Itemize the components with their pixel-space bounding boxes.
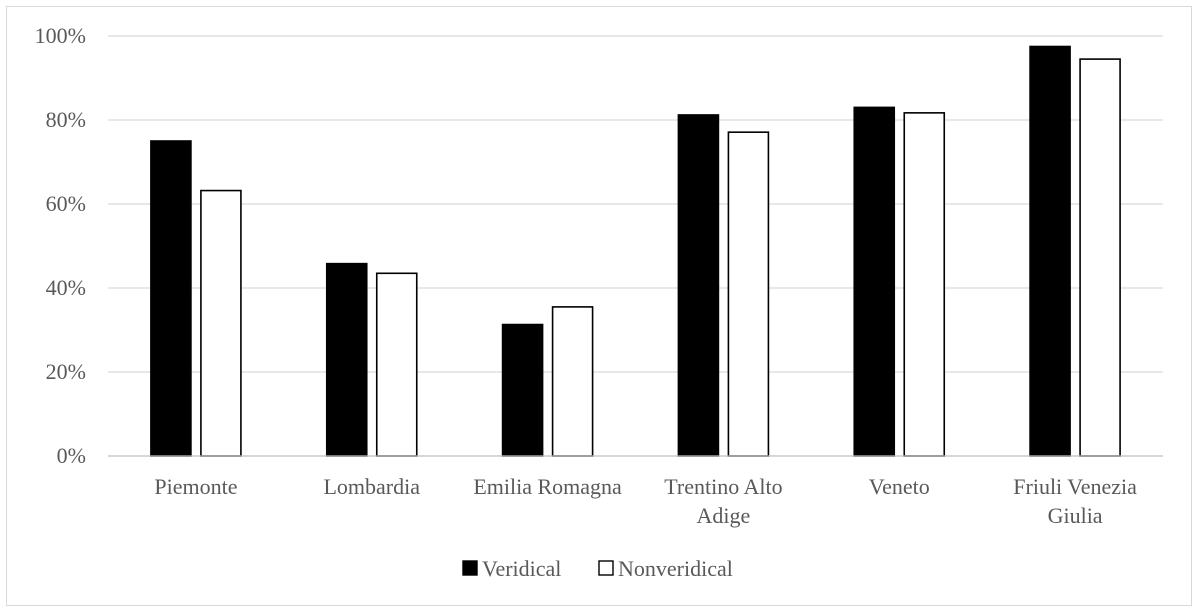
y-tick-label: 20% <box>46 359 86 384</box>
y-axis-ticks: 0% 20% 40% 60% 80% 100% <box>35 23 86 468</box>
x-category-label-line: Lombardia <box>323 474 420 499</box>
bar-veridical <box>1029 45 1071 457</box>
x-category-label: Trentino Alto Adige <box>664 474 782 528</box>
bar-veridical <box>501 323 544 457</box>
y-tick-label: 0% <box>57 443 86 468</box>
bar-nonveridical <box>551 306 594 457</box>
x-category-label: Lombardia <box>323 474 420 499</box>
bar-veridical <box>853 106 896 457</box>
x-category-label-line: Adige <box>697 503 751 528</box>
x-axis-categories: Piemonte Lombardia Emilia Romagna Trentino … <box>154 474 1137 528</box>
y-tick-label: 80% <box>46 107 86 132</box>
y-tick-label: 40% <box>46 275 86 300</box>
bar-nonveridical <box>375 272 418 457</box>
legend-label-veridical: Veridical <box>482 556 561 581</box>
y-tick-label: 100% <box>35 23 86 48</box>
legend-swatch-veridical <box>462 560 478 576</box>
bar-nonveridical <box>200 189 242 457</box>
bar-nonveridical <box>1079 58 1121 457</box>
bars <box>150 45 1121 457</box>
x-category-label: Emilia Romagna <box>473 474 622 499</box>
y-tick-label: 60% <box>46 191 86 216</box>
x-category-label-line: Emilia Romagna <box>473 474 622 499</box>
x-category-label-line: Friuli Venezia <box>1013 474 1137 499</box>
bar-veridical <box>677 114 720 457</box>
x-category-label-line: Trentino Alto <box>664 474 782 499</box>
gridlines <box>108 35 1163 373</box>
legend: Veridical Nonveridical <box>462 556 733 581</box>
x-category-label-line: Giulia <box>1048 503 1103 528</box>
x-category-label-line: Piemonte <box>154 474 237 499</box>
x-category-label-line: Veneto <box>869 474 930 499</box>
bar-veridical <box>325 262 368 457</box>
x-category-label: Friuli Venezia Giulia <box>1013 474 1137 528</box>
bar-nonveridical <box>727 131 770 457</box>
bar-veridical <box>150 140 192 457</box>
bar-nonveridical <box>903 112 946 457</box>
x-category-label: Veneto <box>869 474 930 499</box>
x-category-label: Piemonte <box>154 474 237 499</box>
legend-label-nonveridical: Nonveridical <box>618 556 733 581</box>
legend-swatch-nonveridical <box>598 560 614 576</box>
